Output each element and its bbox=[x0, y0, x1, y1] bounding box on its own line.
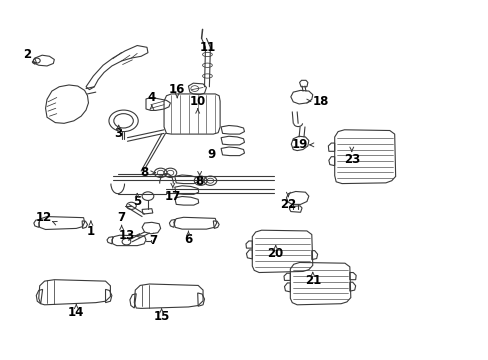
Text: 10: 10 bbox=[189, 95, 205, 108]
Text: 13: 13 bbox=[118, 229, 134, 242]
Text: 4: 4 bbox=[147, 91, 156, 104]
Text: 1: 1 bbox=[87, 225, 95, 238]
Text: 16: 16 bbox=[169, 83, 185, 96]
Text: 20: 20 bbox=[267, 247, 283, 260]
Text: 14: 14 bbox=[68, 306, 84, 319]
Text: 22: 22 bbox=[280, 198, 296, 211]
Text: 6: 6 bbox=[184, 233, 192, 246]
Text: 19: 19 bbox=[291, 138, 307, 151]
Text: 8: 8 bbox=[195, 175, 203, 188]
Text: 7: 7 bbox=[117, 211, 125, 224]
Text: 2: 2 bbox=[23, 48, 32, 61]
Text: 12: 12 bbox=[36, 211, 52, 224]
Text: 9: 9 bbox=[207, 148, 215, 161]
Text: 15: 15 bbox=[153, 310, 169, 324]
Text: 11: 11 bbox=[200, 41, 216, 54]
Text: 23: 23 bbox=[343, 153, 359, 166]
Text: 18: 18 bbox=[312, 95, 328, 108]
Text: 5: 5 bbox=[133, 195, 141, 208]
Text: 8: 8 bbox=[140, 166, 148, 179]
Text: 17: 17 bbox=[164, 190, 181, 203]
Text: 7: 7 bbox=[149, 234, 157, 247]
Text: 3: 3 bbox=[114, 127, 122, 140]
Text: 21: 21 bbox=[304, 274, 320, 287]
